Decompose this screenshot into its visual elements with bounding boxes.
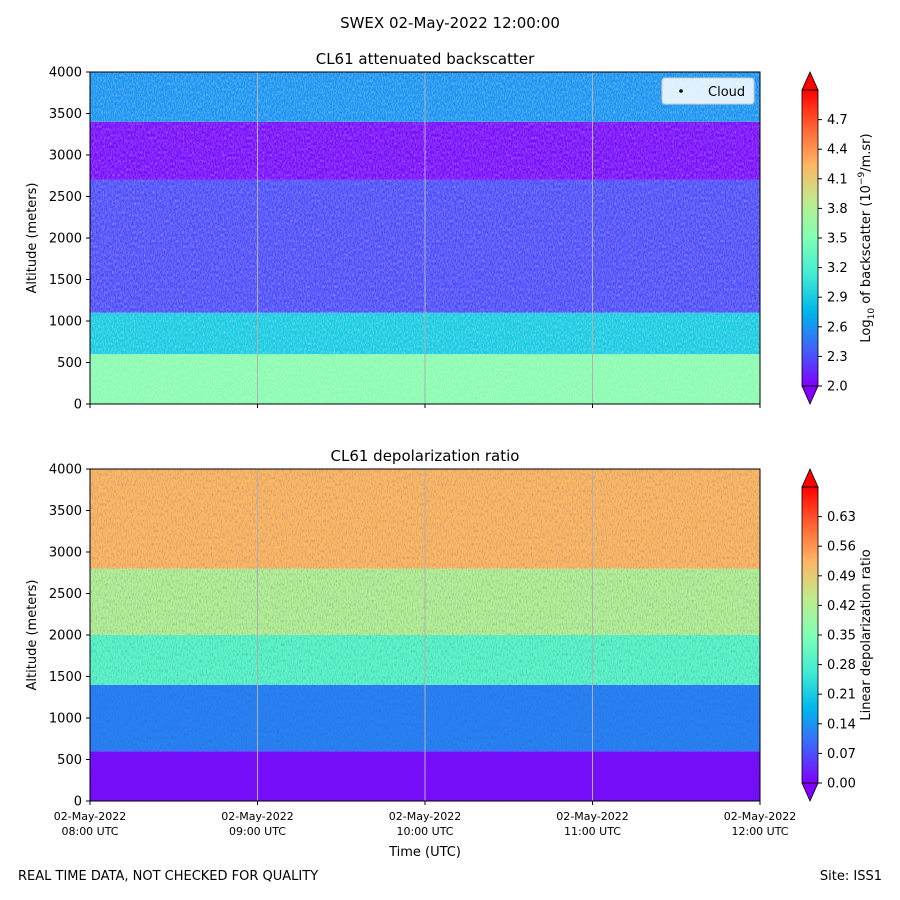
colorbar-tick-label: 0.14 [827, 717, 856, 732]
x-tick-label-time: 10:00 UTC [396, 825, 453, 838]
colorbar-tick-label: 0.00 [827, 777, 856, 792]
legend: Cloud [661, 77, 755, 105]
colorbar-tick-label: 0.56 [827, 540, 856, 555]
colorbar-tick-label: 2.0 [827, 380, 848, 395]
y-tick-label: 4000 [49, 66, 82, 81]
x-tick-label-time: 11:00 UTC [564, 825, 621, 838]
colorbar-tick-label: 4.1 [827, 172, 848, 187]
colorbar-tick-label: 0.28 [827, 658, 856, 673]
colorbar-tick-label: 4.7 [827, 113, 848, 128]
colorbar-tick-label: 0.63 [827, 510, 856, 525]
y-tick-label: 2000 [49, 629, 82, 644]
y-tick-label: 3000 [49, 546, 82, 561]
colorbar-extend-min [801, 782, 819, 802]
site-label: Site: ISS1 [819, 869, 882, 884]
legend-box [661, 77, 755, 105]
panel-title: CL61 attenuated backscatter [316, 50, 535, 68]
colorbar-tick-label: 4.4 [827, 143, 848, 158]
panel-1: CL61 attenuated backscatter 0 500 1000 1500 2… [25, 50, 877, 413]
colorbar-tick-label: 2.3 [827, 350, 848, 365]
y-axis-label: Altitude (meters) [25, 580, 40, 691]
y-tick-label: 2500 [49, 190, 82, 205]
x-axis-label: Time (UTC) [388, 845, 461, 860]
colorbar: 0.00 0.07 0.14 0.21 0.28 0.35 0.42 0.49 0.56 0.63… [801, 468, 874, 802]
legend-entry: Cloud [708, 85, 745, 100]
x-tick-label-time: 09:00 UTC [229, 825, 286, 838]
quality-disclaimer: REAL TIME DATA, NOT CHECKED FOR QUALITY [18, 869, 319, 884]
colorbar-tick-label: 2.6 [827, 320, 848, 335]
colorbar-label: Log10 of backscatter (10−9/m.sr) [857, 133, 877, 342]
x-tick-label-time: 12:00 UTC [731, 825, 788, 838]
y-tick-label: 1000 [49, 712, 82, 727]
colorbar-tick-label: 0.49 [827, 569, 856, 584]
y-tick-label: 0 [74, 795, 82, 810]
y-tick-label: 500 [57, 356, 82, 371]
colorbar-tick-label: 3.8 [827, 202, 848, 217]
colorbar-extend-max [801, 71, 819, 91]
colorbar-tick-label: 0.42 [827, 599, 856, 614]
colorbar-tick-label: 0.07 [827, 747, 856, 762]
panel-title: CL61 depolarization ratio [331, 447, 520, 465]
legend-marker [679, 89, 683, 93]
y-axis-label: Altitude (meters) [25, 183, 40, 294]
y-tick-label: 2000 [49, 232, 82, 247]
x-tick-label-date: 02-May-2022 [556, 810, 628, 823]
colorbar-gradient [802, 487, 818, 783]
colorbar-tick-label: 3.2 [827, 261, 848, 276]
x-tick-label-date: 02-May-2022 [54, 810, 126, 823]
colorbar-gradient [802, 90, 818, 386]
colorbar-label: Linear depolarization ratio [859, 549, 874, 720]
colorbar-extend-max [801, 468, 819, 488]
y-tick-label: 4000 [49, 463, 82, 478]
y-tick-label: 1000 [49, 315, 82, 330]
colorbar-tick-label: 3.5 [827, 232, 848, 247]
y-tick-label: 3500 [49, 504, 82, 519]
y-tick-label: 1500 [49, 273, 82, 288]
colorbar-extend-min [801, 385, 819, 405]
colorbar-tick-label: 0.35 [827, 629, 856, 644]
y-tick-label: 3500 [49, 107, 82, 122]
x-tick-label-time: 08:00 UTC [61, 825, 118, 838]
colorbar-tick-label: 0.21 [827, 688, 856, 703]
x-tick-label-date: 02-May-2022 [221, 810, 293, 823]
x-tick-label-date: 02-May-2022 [389, 810, 461, 823]
y-tick-label: 0 [74, 398, 82, 413]
figure-title: SWEX 02-May-2022 12:00:00 [340, 14, 560, 32]
y-tick-label: 1500 [49, 670, 82, 685]
y-tick-label: 2500 [49, 587, 82, 602]
panel-2: CL61 depolarization ratio 0 500 1000 1500 200… [25, 447, 874, 860]
y-tick-label: 500 [57, 753, 82, 768]
colorbar-tick-label: 2.9 [827, 291, 848, 306]
y-tick-label: 3000 [49, 149, 82, 164]
colorbar: 2.0 2.3 2.6 2.9 3.2 3.5 3.8 4.1 4.4 4.7 Log10 of b… [801, 71, 877, 405]
x-tick-label-date: 02-May-2022 [724, 810, 796, 823]
